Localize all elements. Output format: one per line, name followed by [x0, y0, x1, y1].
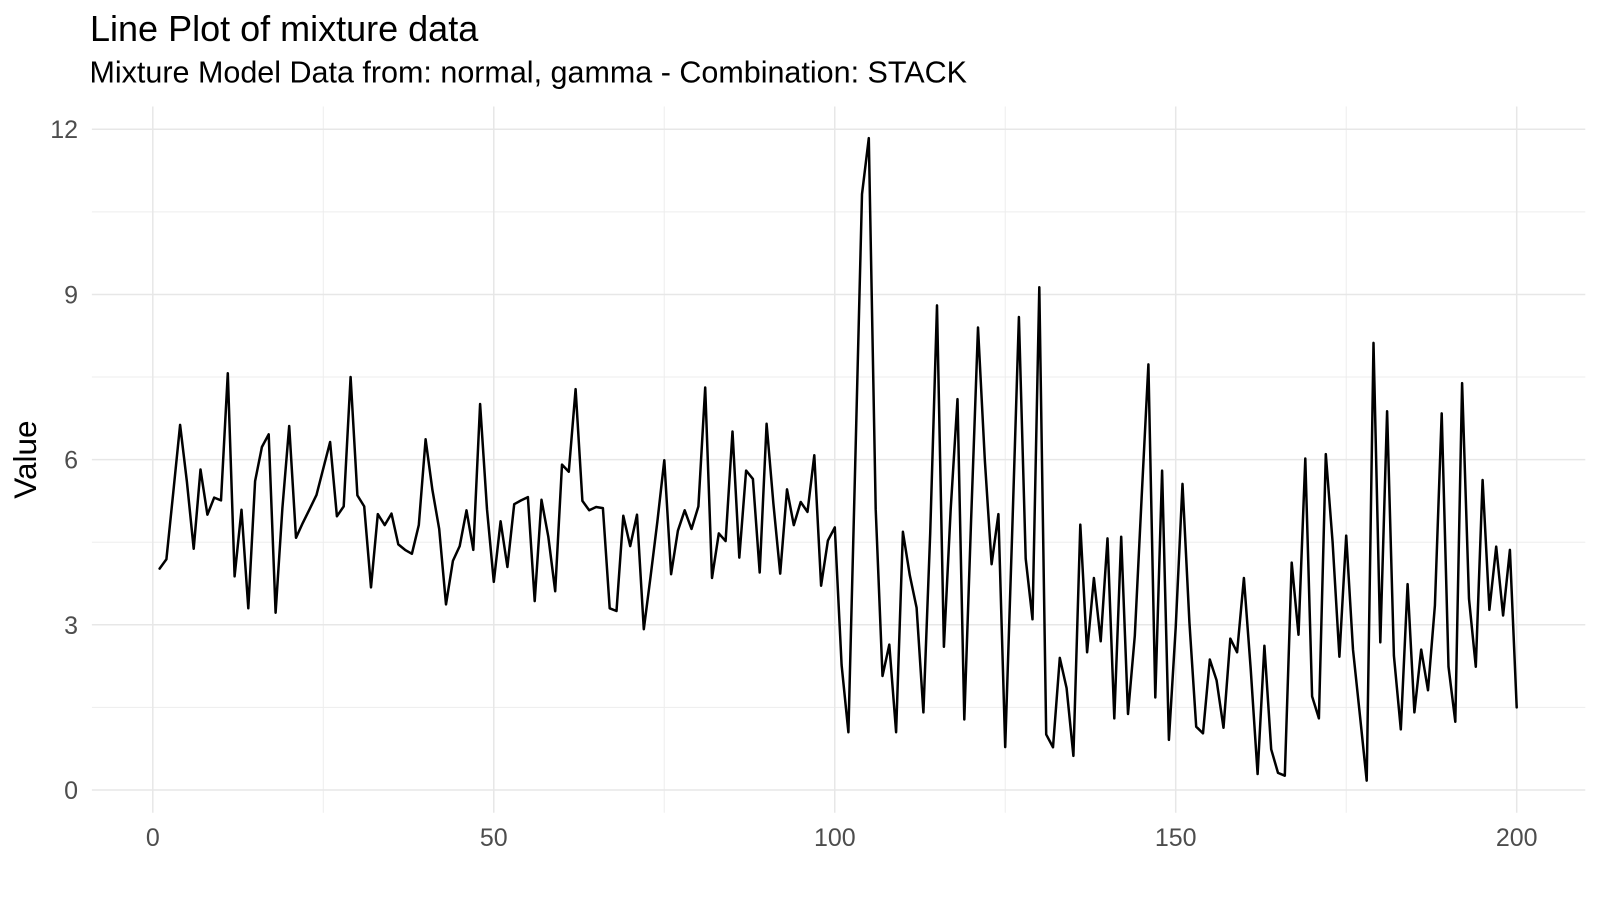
svg-text:Mixture Model Data from: norma: Mixture Model Data from: normal, gamma -… [90, 56, 967, 90]
svg-text:0: 0 [64, 777, 78, 805]
svg-text:6: 6 [64, 447, 78, 475]
svg-text:0: 0 [146, 824, 160, 852]
svg-text:100: 100 [814, 824, 856, 852]
svg-text:Value: Value [7, 420, 43, 498]
svg-text:12: 12 [50, 116, 78, 144]
svg-text:150: 150 [1155, 824, 1197, 852]
svg-text:50: 50 [480, 824, 508, 852]
svg-text:Line Plot of mixture data: Line Plot of mixture data [90, 8, 479, 49]
svg-text:3: 3 [64, 612, 78, 640]
svg-text:9: 9 [64, 281, 78, 309]
svg-text:200: 200 [1496, 824, 1538, 852]
